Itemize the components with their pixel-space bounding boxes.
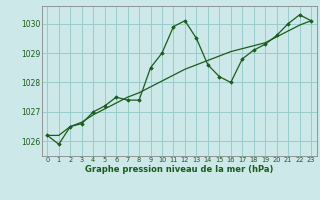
- X-axis label: Graphe pression niveau de la mer (hPa): Graphe pression niveau de la mer (hPa): [85, 165, 273, 174]
